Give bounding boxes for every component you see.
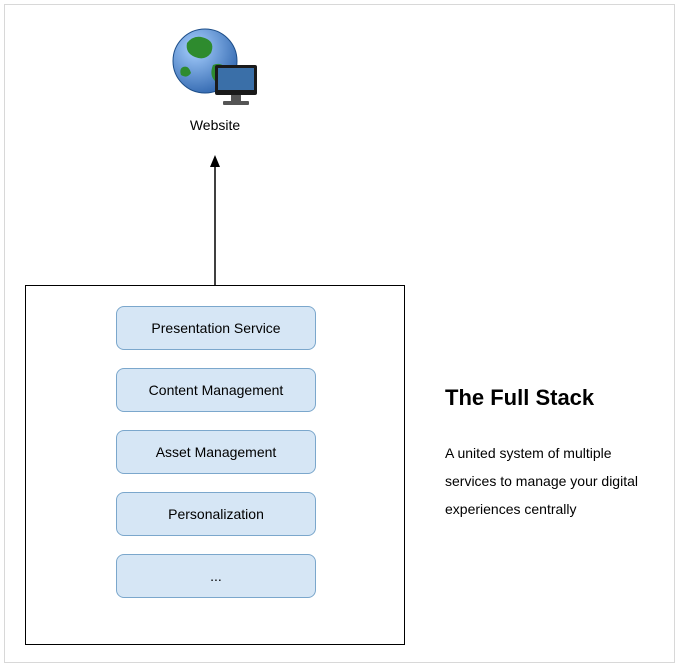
service-label: Asset Management	[156, 444, 277, 460]
service-list: Presentation Service Content Management …	[116, 306, 316, 598]
arrow-up	[205, 155, 225, 285]
title-block: The Full Stack A united system of multip…	[445, 385, 665, 523]
service-more: ...	[116, 554, 316, 598]
service-label: Content Management	[149, 382, 284, 398]
diagram-title: The Full Stack	[445, 385, 665, 411]
arrow-head	[210, 155, 220, 167]
service-label: Personalization	[168, 506, 264, 522]
website-label: Website	[155, 117, 275, 133]
service-label: ...	[210, 568, 222, 584]
service-asset-management: Asset Management	[116, 430, 316, 474]
service-label: Presentation Service	[151, 320, 280, 336]
monitor-neck	[231, 95, 241, 101]
diagram-canvas: Website Presentation Service Content Man…	[4, 4, 675, 663]
diagram-description: A united system of multiple services to …	[445, 439, 665, 523]
stack-container: Presentation Service Content Management …	[25, 285, 405, 645]
service-personalization: Personalization	[116, 492, 316, 536]
service-presentation: Presentation Service	[116, 306, 316, 350]
service-content-management: Content Management	[116, 368, 316, 412]
monitor-base	[223, 101, 249, 105]
monitor-screen	[218, 68, 254, 90]
website-icon	[165, 21, 265, 121]
